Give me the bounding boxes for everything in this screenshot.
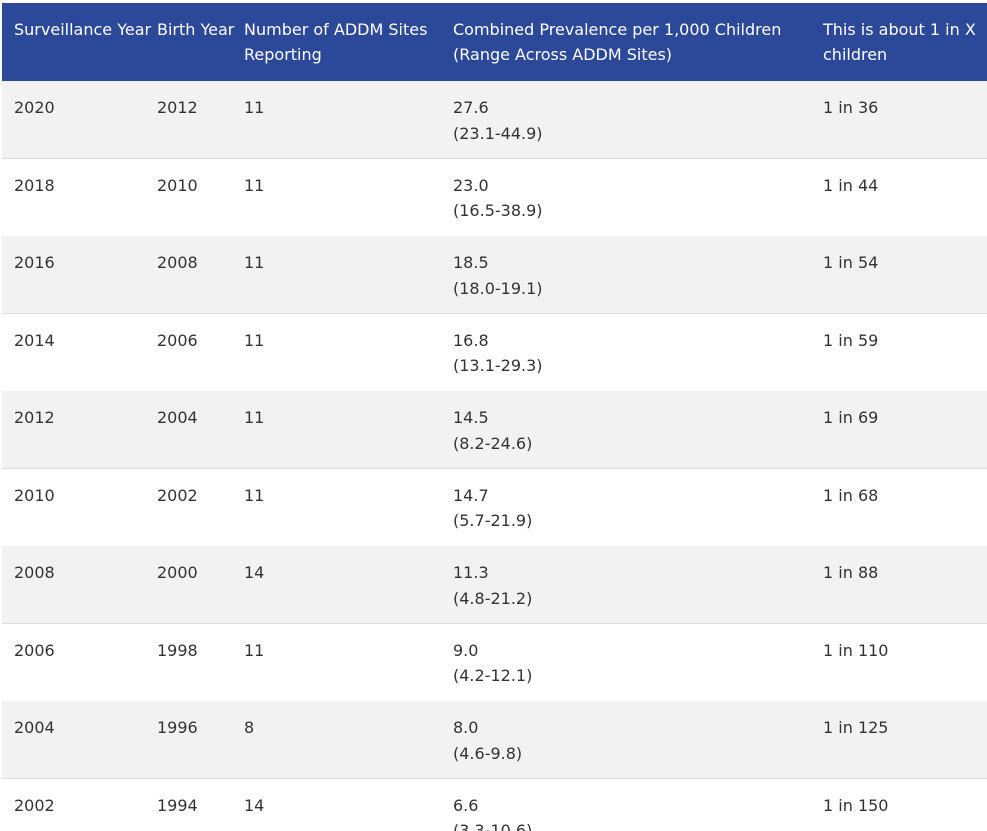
table-cell: 1 in 44: [823, 175, 879, 195]
prevalence-value: 18.5: [453, 253, 489, 272]
table-cell: 11: [244, 330, 265, 350]
table-cell: 2014: [14, 330, 55, 350]
header-cell: Combined Prevalence per 1,000 Children (…: [453, 20, 782, 64]
table-row: 2008 2000 14 11.3 (4.8-21.2) 1 in 88: [2, 546, 987, 624]
table-cell: 1996: [157, 718, 198, 737]
prevalence-value: 14.7: [453, 485, 489, 505]
table-cell: 6.6 (3.3-10.6): [453, 793, 818, 831]
table-row: 2004 1996 8 8.0 (4.6-9.8) 1 in 125: [2, 701, 987, 779]
table-header: Surveillance Year Birth Year Number of ADD…: [2, 3, 987, 81]
table-cell: 2012: [14, 408, 55, 427]
prevalence-value: 11.3: [453, 563, 489, 582]
table-cell: 2016: [14, 253, 55, 272]
prevalence-value: 14.5: [453, 408, 489, 427]
table-cell: 11: [244, 485, 265, 505]
table-cell: 2006: [157, 330, 198, 350]
table-cell: 2002: [157, 485, 198, 505]
prevalence-value: 9.0: [453, 640, 479, 660]
table-cell: 1 in 88: [823, 563, 879, 582]
table-cell: 16.8 (13.1-29.3): [453, 328, 818, 379]
table-cell: 11.3 (4.8-21.2): [453, 560, 818, 611]
table-cell: 2012: [157, 98, 198, 117]
table-cell: 14.5 (8.2-24.6): [453, 405, 818, 456]
table-cell: 2004: [157, 408, 198, 427]
table-cell: 27.6 (23.1-44.9): [453, 95, 818, 146]
prevalence-value: 6.6: [453, 795, 479, 815]
table-cell: 1 in 150: [823, 795, 889, 815]
prevalence-range: (4.8-21.2): [453, 588, 533, 608]
table-cell: 1 in 68: [823, 485, 879, 505]
table-cell: 8: [244, 718, 255, 737]
prevalence-range: (4.6-9.8): [453, 743, 523, 763]
table-row: 2012 2004 11 14.5 (8.2-24.6) 1 in 69: [2, 391, 987, 469]
table-cell: 11: [244, 175, 265, 195]
table-cell: 9.0 (4.2-12.1): [453, 638, 818, 689]
table-cell: 1 in 54: [823, 253, 879, 272]
table-cell: 1 in 59: [823, 330, 879, 350]
header-cell: Number of ADDM Sites Reporting: [244, 20, 428, 64]
prevalence-value: 23.0: [453, 175, 489, 195]
prevalence-value: 8.0: [453, 718, 479, 737]
table-cell: 11: [244, 98, 265, 117]
table-cell: 2004: [14, 718, 55, 737]
table-cell: 2018: [14, 175, 55, 195]
table-row: 2014 2006 11 16.8 (13.1-29.3) 1 in 59: [2, 313, 987, 392]
table-cell: 8.0 (4.6-9.8): [453, 715, 818, 766]
prevalence-range: (5.7-21.9): [453, 511, 533, 530]
table-row: 2006 1998 11 9.0 (4.2-12.1) 1 in 110: [2, 623, 987, 702]
prevalence-range: (23.1-44.9): [453, 123, 543, 143]
table-cell: 14.7 (5.7-21.9): [453, 483, 818, 534]
table-cell: 1 in 36: [823, 98, 879, 117]
prevalence-value: 27.6: [453, 98, 489, 117]
table-cell: 2010: [157, 175, 198, 195]
table-cell: 14: [244, 795, 265, 815]
table-row: 2002 1994 14 6.6 (3.3-10.6) 1 in 150: [2, 778, 987, 831]
table-cell: 1 in 69: [823, 408, 879, 427]
table-cell: 14: [244, 563, 265, 582]
table-cell: 2008: [157, 253, 198, 272]
table-cell: 2020: [14, 98, 55, 117]
table-cell: 1994: [157, 795, 198, 815]
table-cell: 11: [244, 408, 265, 427]
prevalence-range: (4.2-12.1): [453, 666, 533, 685]
table-row: 2016 2008 11 18.5 (18.0-19.1) 1 in 54: [2, 236, 987, 314]
table-cell: 2002: [14, 795, 55, 815]
table-cell: 1998: [157, 640, 198, 660]
table-row: 2020 2012 11 27.6 (23.1-44.9) 1 in 36: [2, 81, 987, 159]
table-row: 2010 2002 11 14.7 (5.7-21.9) 1 in 68: [2, 468, 987, 547]
table-cell: 11: [244, 640, 265, 660]
prevalence-range: (16.5-38.9): [453, 201, 543, 220]
table-cell: 2006: [14, 640, 55, 660]
table-cell: 18.5 (18.0-19.1): [453, 250, 818, 301]
prevalence-range: (18.0-19.1): [453, 278, 543, 298]
table-cell: 1 in 110: [823, 640, 889, 660]
table-cell: 11: [244, 253, 265, 272]
prevalence-range: (8.2-24.6): [453, 433, 533, 453]
table-cell: 23.0 (16.5-38.9): [453, 173, 818, 224]
prevalence-value: 16.8: [453, 330, 489, 350]
table-cell: 2010: [14, 485, 55, 505]
prevalence-range: (3.3-10.6): [453, 821, 533, 831]
table-cell: 2008: [14, 563, 55, 582]
table-cell: 1 in 125: [823, 718, 889, 737]
table-row: 2018 2010 11 23.0 (16.5-38.9) 1 in 44: [2, 158, 987, 237]
header-cell: Birth Year: [157, 20, 235, 39]
header-cell: This is about 1 in X children: [823, 20, 976, 64]
header-cell: Surveillance Year: [14, 20, 152, 39]
table-cell: 2000: [157, 563, 198, 582]
prevalence-range: (13.1-29.3): [453, 356, 543, 375]
